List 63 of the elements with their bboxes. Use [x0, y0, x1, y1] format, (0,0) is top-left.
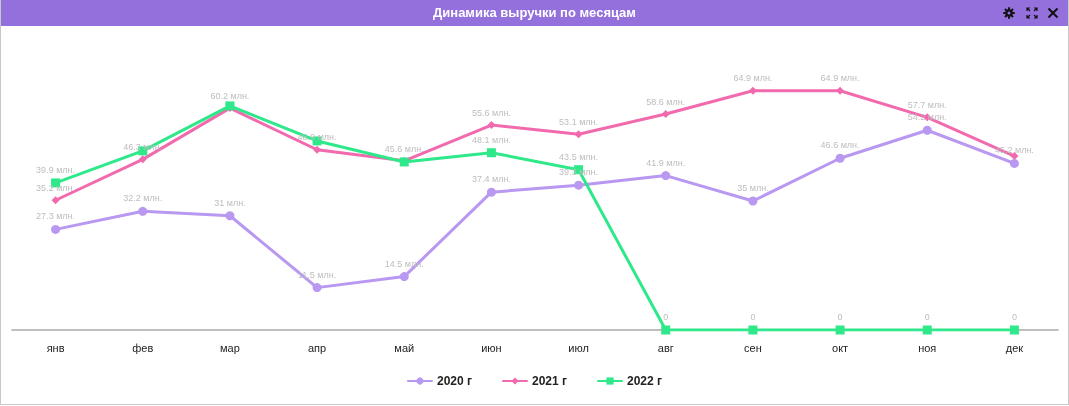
data-label: 57.7 млн. [907, 99, 947, 110]
point [1010, 152, 1019, 161]
point [835, 153, 845, 163]
data-label: 46.6 млн. [820, 140, 860, 151]
data-label: 48.1 млн. [471, 134, 511, 145]
x-tick-label: янв [46, 341, 65, 354]
data-label: 55.6 млн. [471, 107, 511, 118]
point [835, 325, 845, 335]
data-label: 41.9 млн. [646, 157, 686, 168]
data-label: 35.2 млн. [36, 182, 76, 193]
point [486, 148, 496, 158]
legend-label: 2022 г [627, 374, 663, 388]
x-tick-label: июл [568, 341, 589, 354]
data-label: 48.9 млн. [297, 132, 337, 143]
legend-label: 2020 г [436, 374, 472, 388]
point [51, 196, 60, 205]
data-label: 32.2 млн. [123, 193, 163, 204]
point [922, 125, 932, 135]
legend-label: 2021 г [531, 374, 568, 388]
data-label: 39.9 млн. [36, 164, 76, 175]
data-label: 37.4 млн. [471, 174, 511, 185]
point [486, 187, 496, 197]
data-label: 64.9 млн. [820, 73, 860, 84]
point [1009, 158, 1019, 168]
x-tick-label: мар [220, 341, 240, 354]
point [51, 224, 61, 234]
x-tick-label: апр [307, 341, 327, 354]
x-tick-label: июн [481, 341, 502, 354]
x-tick-label: фев [132, 341, 154, 354]
point [748, 325, 758, 335]
point [748, 86, 757, 95]
data-label: 53.1 млн. [559, 116, 599, 127]
point [922, 325, 932, 335]
x-tick-label: авг [657, 341, 674, 354]
point [487, 121, 496, 130]
point [748, 196, 758, 206]
point [225, 211, 235, 221]
x-tick-label: окт [832, 341, 849, 354]
point [661, 110, 670, 119]
x-tick-label: ноя [918, 341, 937, 354]
point [138, 155, 147, 164]
data-label: 45.6 млн. [384, 143, 424, 154]
data-label: 60.2 млн. [210, 90, 250, 101]
point [1009, 325, 1019, 335]
x-tick-label: май [394, 341, 415, 354]
data-label: 43.5 млн. [559, 151, 599, 162]
point [138, 206, 148, 216]
point [661, 171, 671, 181]
point [574, 180, 584, 190]
point [836, 86, 845, 95]
chart-title: Динамика выручки по месяцам [432, 5, 637, 21]
point [399, 272, 409, 282]
data-label: 31 млн. [214, 197, 246, 208]
point [312, 283, 322, 293]
x-tick-label: дек [1005, 341, 1024, 354]
data-label: 58.6 млн. [646, 96, 686, 107]
point [661, 325, 671, 335]
data-label: 64.9 млн. [733, 73, 773, 84]
data-label: 46.3 млн. [123, 141, 163, 152]
data-label: 35 млн. [737, 183, 769, 193]
data-label: 27.3 млн. [36, 211, 76, 222]
x-tick-label: сен [744, 341, 762, 354]
point [574, 130, 583, 139]
